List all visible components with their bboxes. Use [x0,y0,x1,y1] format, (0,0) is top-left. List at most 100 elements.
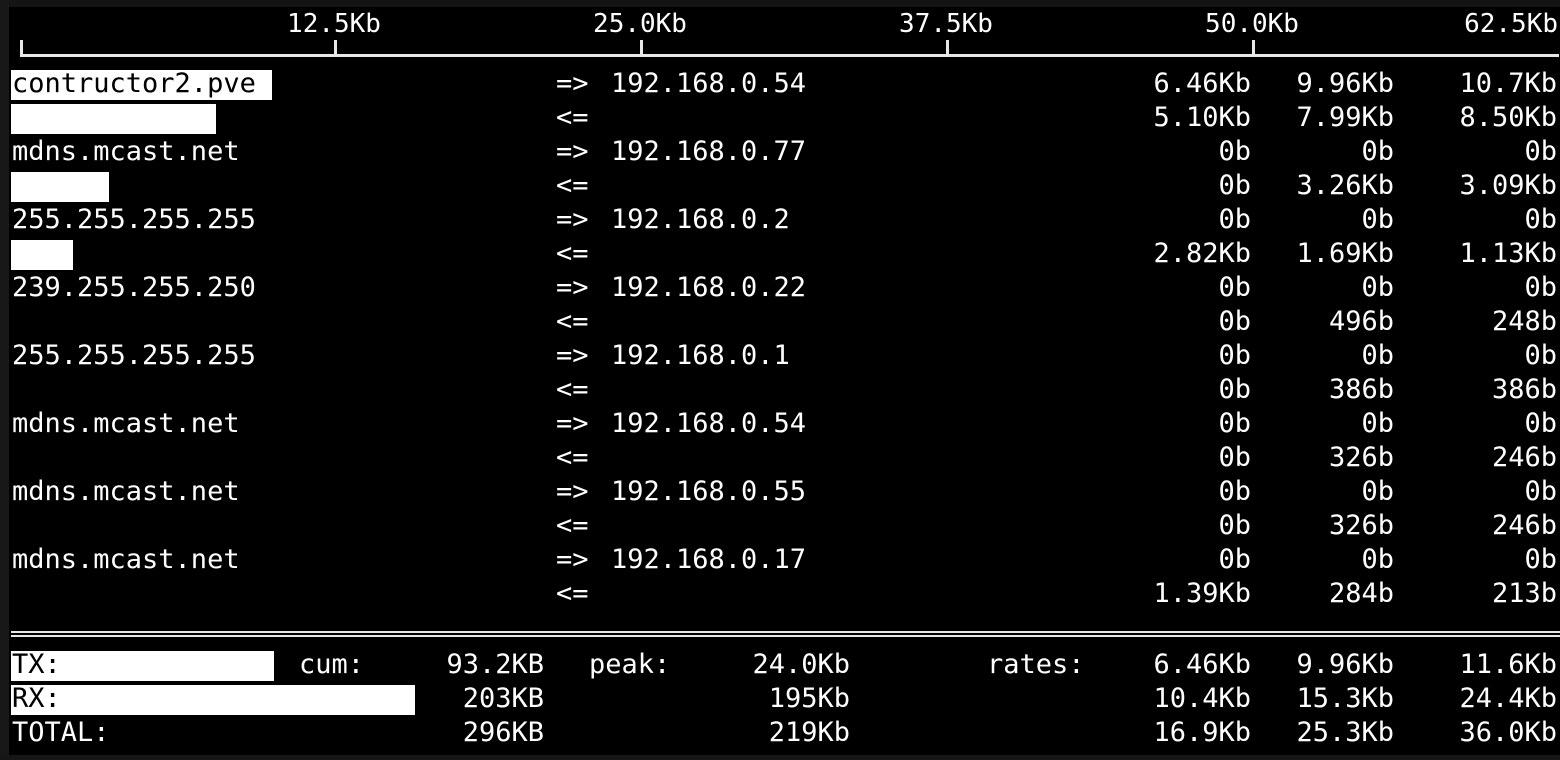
connection-peer: 192.168.0.55 [611,476,807,507]
connection-row[interactable]: mdns.mcast.net => 192.168.0.55 0b 0b 0b <= 0b 32… [9,475,1560,543]
send-rate-value: 0b [1361,476,1394,507]
axis-line [20,54,1559,57]
connection-row[interactable]: 239.255.255.250 => 192.168.0.22 0b 0b 0b <= 0b 4… [9,271,1560,339]
recv-rate-value: 3.26Kb [1296,170,1394,201]
connection-host: mdns.mcast.net [12,408,240,439]
recv-arrow-icon: <= [556,238,589,269]
connection-row[interactable]: contructor2.pve => 192.168.0.54 6.46Kb 9.96K… [9,67,1560,135]
axis-tick-label: 12.5Kb [287,9,381,39]
recv-arrow-icon: <= [556,374,589,405]
send-rate-value: 0b [1218,340,1251,371]
axis-tick [1252,40,1255,55]
connection-peer: 192.168.0.77 [611,136,807,167]
connection-row[interactable]: mdns.mcast.net => 192.168.0.54 0b 0b 0b <= 0b 32… [9,407,1560,475]
recv-rate-value: 246b [1491,442,1557,473]
recv-rate-value: 326b [1328,442,1394,473]
summary-row: TX: cum: peak: rates: 93.2KB 24.0Kb 6.46Kb 9.96… [9,648,1560,682]
connection-row[interactable]: mdns.mcast.net => 192.168.0.17 0b 0b 0b <= 1.39… [9,543,1560,611]
summary-rate-value: 9.96Kb [1296,649,1394,680]
connection-row[interactable]: 255.255.255.255 => 192.168.0.1 0b 0b 0b <= 0b 38… [9,339,1560,407]
recv-bandwidth-bar [11,240,73,270]
send-arrow-icon: => [556,476,589,507]
summary-footer: TX: cum: peak: rates: 93.2KB 24.0Kb 6.46Kb 9.96… [9,648,1560,752]
window-top-edge [0,0,1560,7]
send-rate-value: 0b [1524,408,1557,439]
recv-rate-value: 1.39Kb [1153,578,1251,609]
summary-rate-value: 10.4Kb [1153,683,1251,714]
connection-list[interactable]: contructor2.pve => 192.168.0.54 6.46Kb 9.96K… [9,67,1560,632]
connection-host: contructor2.pve [12,68,256,99]
summary-rate-value: 25.3Kb [1296,717,1394,748]
send-rate-value: 0b [1524,544,1557,575]
send-rate-value: 10.7Kb [1459,68,1557,99]
send-rate-value: 0b [1361,272,1394,303]
recv-rate-value: 8.50Kb [1459,102,1557,133]
connection-host: 255.255.255.255 [12,204,256,235]
connection-host: mdns.mcast.net [12,136,240,167]
connection-recv-line: <= 2.82Kb 1.69Kb 1.13Kb [9,237,1560,271]
summary-row-label: TX: [12,649,61,680]
peak-value: 24.0Kb [752,649,850,680]
recv-rate-value: 0b [1218,306,1251,337]
footer-separator [11,631,1560,638]
send-rate-value: 0b [1218,204,1251,235]
summary-bandwidth-bar [11,685,415,715]
send-arrow-icon: => [556,272,589,303]
connection-row[interactable]: mdns.mcast.net => 192.168.0.77 0b 0b 0b <= 0b 3.… [9,135,1560,203]
recv-rate-value: 246b [1491,510,1557,541]
connection-send-line: 239.255.255.250 => 192.168.0.22 0b 0b 0b [9,271,1560,305]
cumulative-label: cum: [299,649,365,680]
connection-row[interactable]: 255.255.255.255 => 192.168.0.2 0b 0b 0b <= 2.82… [9,203,1560,271]
summary-row: RX: 203KB 195Kb 10.4Kb 15.3Kb 24.4Kb [9,682,1560,716]
send-rate-value: 0b [1361,544,1394,575]
connection-recv-line: <= 0b 326b 246b [9,441,1560,475]
send-rate-value: 0b [1361,204,1394,235]
send-rate-value: 0b [1524,476,1557,507]
axis-edge-label: 62.5Kb [1464,9,1558,39]
window-bottom-edge [0,755,1560,760]
connection-send-line: mdns.mcast.net => 192.168.0.17 0b 0b 0b [9,543,1560,577]
peak-label: peak: [589,649,671,680]
connection-recv-line: <= 0b 3.26Kb 3.09Kb [9,169,1560,203]
connection-recv-line: <= 5.10Kb 7.99Kb 8.50Kb [9,101,1560,135]
send-rate-value: 0b [1524,272,1557,303]
send-rate-value: 0b [1361,408,1394,439]
send-bandwidth-bar [11,70,272,100]
connection-peer: 192.168.0.17 [611,544,807,575]
send-rate-value: 0b [1218,272,1251,303]
recv-rate-value: 284b [1328,578,1394,609]
recv-rate-value: 2.82Kb [1153,238,1251,269]
axis-origin-tick [20,40,23,55]
connection-send-line: mdns.mcast.net => 192.168.0.77 0b 0b 0b [9,135,1560,169]
connection-peer: 192.168.0.54 [611,68,807,99]
separator-line-top [11,631,1560,633]
recv-rate-value: 1.13Kb [1459,238,1557,269]
send-arrow-icon: => [556,204,589,235]
summary-row-label: RX: [12,683,61,714]
send-arrow-icon: => [556,340,589,371]
rates-label: rates: [987,649,1085,680]
send-rate-value: 0b [1218,408,1251,439]
send-rate-value: 6.46Kb [1153,68,1251,99]
connection-peer: 192.168.0.1 [611,340,790,371]
recv-rate-value: 5.10Kb [1153,102,1251,133]
connection-peer: 192.168.0.22 [611,272,807,303]
recv-rate-value: 0b [1218,510,1251,541]
recv-rate-value: 248b [1491,306,1557,337]
axis-tick-label: 37.5Kb [899,9,993,39]
send-arrow-icon: => [556,136,589,167]
recv-rate-value: 386b [1491,374,1557,405]
send-rate-value: 0b [1218,476,1251,507]
cumulative-value: 203KB [462,683,544,714]
summary-rate-value: 16.9Kb [1153,717,1251,748]
send-rate-value: 0b [1218,544,1251,575]
recv-rate-value: 213b [1491,578,1557,609]
recv-arrow-icon: <= [556,306,589,337]
summary-bandwidth-bar [11,651,274,681]
connection-peer: 192.168.0.54 [611,408,807,439]
connection-send-line: 255.255.255.255 => 192.168.0.1 0b 0b 0b [9,339,1560,373]
recv-arrow-icon: <= [556,102,589,133]
summary-row: TOTAL: 296KB 219Kb 16.9Kb 25.3Kb 36.0Kb [9,716,1560,750]
peak-value: 195Kb [768,683,850,714]
connection-host: 239.255.255.250 [12,272,256,303]
